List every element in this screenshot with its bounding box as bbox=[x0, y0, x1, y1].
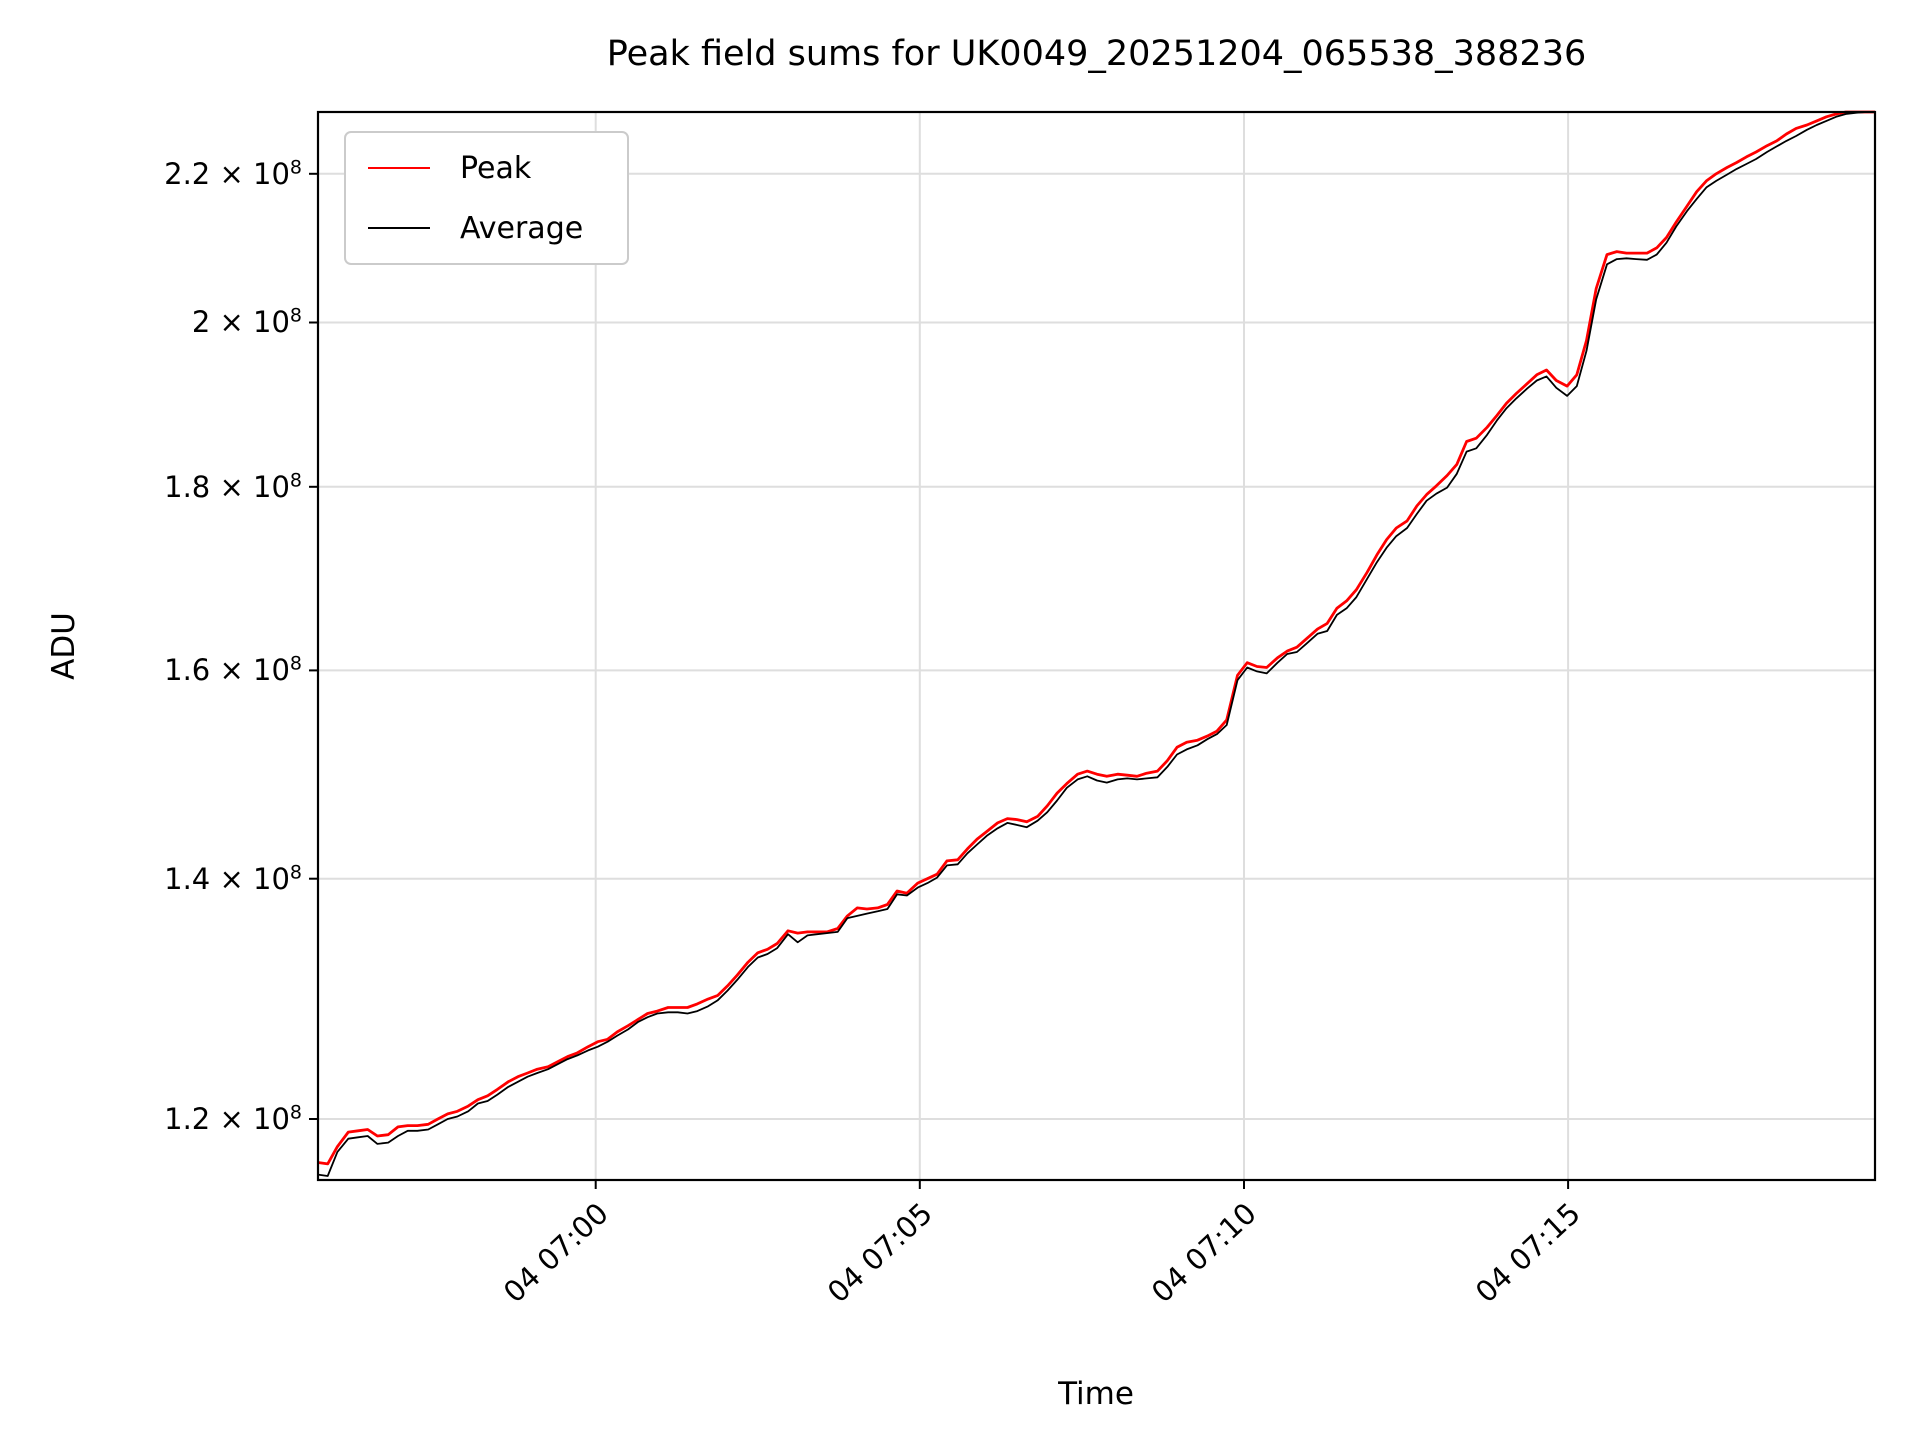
x-axis-label: Time bbox=[1058, 1376, 1134, 1412]
legend-item-peak: Peak bbox=[368, 149, 583, 187]
series-line-peak bbox=[317, 110, 1875, 1166]
y-tick-label: 2.2 × 108 bbox=[164, 156, 302, 191]
legend-item-average: Average bbox=[368, 209, 583, 247]
peak-line-swatch-icon bbox=[368, 166, 430, 170]
y-tick-label: 1.2 × 108 bbox=[164, 1101, 302, 1137]
legend-label-average: Average bbox=[460, 210, 584, 246]
y-tick-label: 1.4 × 108 bbox=[164, 861, 302, 896]
chart-title: Peak field sums for UK0049_20251204_0655… bbox=[606, 34, 1587, 74]
y-tick-label: 1.6 × 108 bbox=[164, 652, 302, 688]
legend: Peak Average bbox=[344, 131, 630, 265]
average-line-swatch-icon bbox=[368, 227, 430, 229]
axes-spines bbox=[316, 110, 1877, 1182]
series-line-average bbox=[317, 111, 1875, 1177]
y-axis-label: ADU bbox=[46, 612, 82, 680]
legend-label-peak: Peak bbox=[460, 150, 532, 186]
y-tick-label: 2 × 108 bbox=[191, 304, 302, 340]
y-tick-label: 1.8 × 108 bbox=[164, 469, 302, 504]
